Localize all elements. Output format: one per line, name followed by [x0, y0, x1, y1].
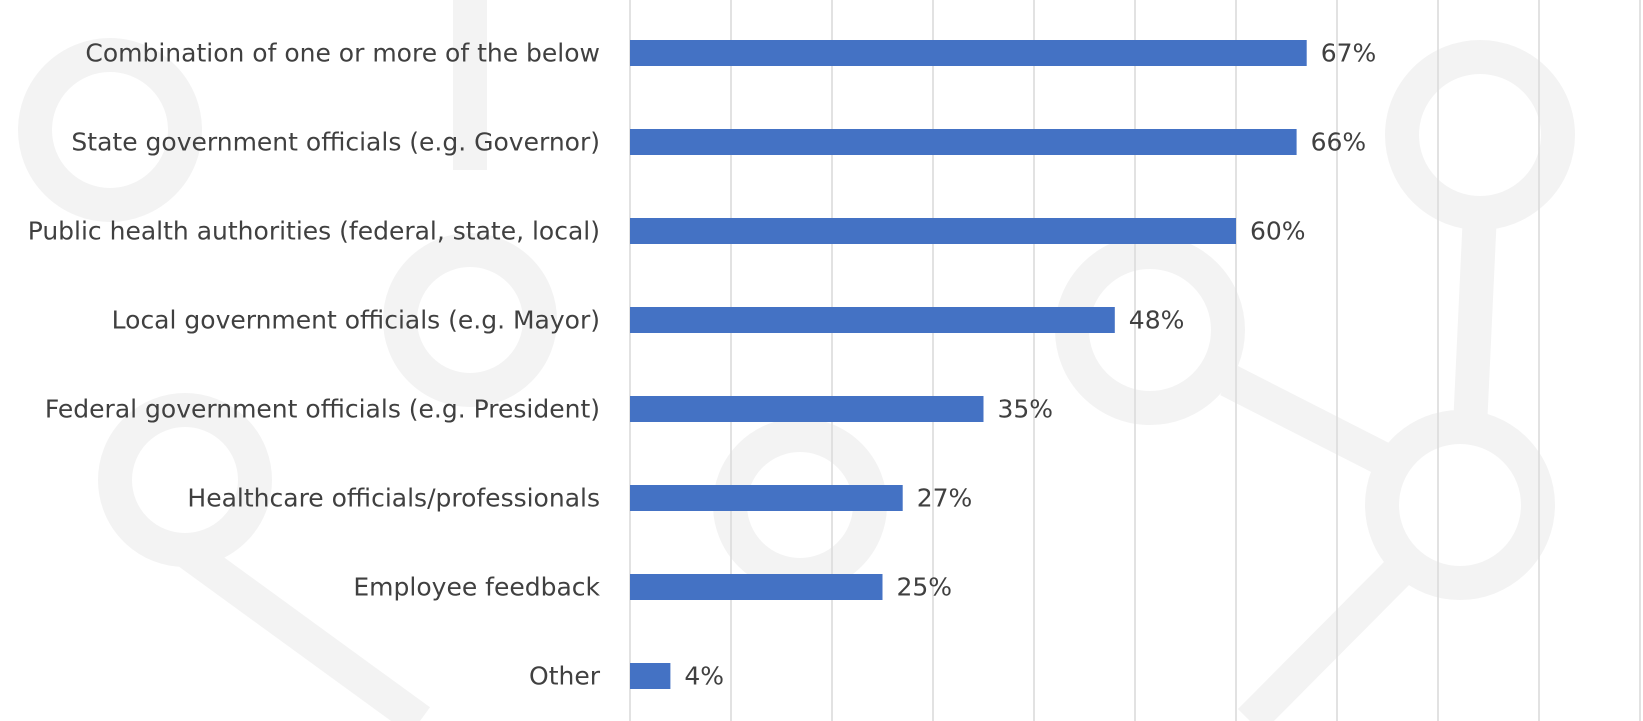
bar: [630, 574, 883, 600]
bar: [630, 218, 1236, 244]
category-label: Combination of one or more of the below: [85, 39, 600, 68]
bars-group: [630, 40, 1307, 689]
value-label: 4%: [684, 662, 724, 691]
background-network-decoration: [18, 0, 1575, 721]
bar: [630, 396, 984, 422]
gridlines: [629, 0, 1641, 721]
category-label: Federal government officials (e.g. Presi…: [45, 395, 600, 424]
value-label: 35%: [998, 395, 1054, 424]
value-label: 60%: [1250, 217, 1306, 246]
value-label: 66%: [1311, 128, 1367, 157]
value-label: 25%: [897, 573, 953, 602]
category-label: Local government officials (e.g. Mayor): [112, 306, 600, 335]
category-label: Healthcare officials/professionals: [187, 484, 600, 513]
bar: [630, 129, 1297, 155]
category-label: State government officials (e.g. Governo…: [71, 128, 600, 157]
bar: [630, 485, 903, 511]
value-label: 27%: [917, 484, 973, 513]
category-labels: Combination of one or more of the below S…: [28, 39, 601, 691]
bar: [630, 307, 1115, 333]
bar: [630, 663, 671, 689]
value-label: 48%: [1129, 306, 1185, 335]
value-label: 67%: [1321, 39, 1377, 68]
category-label: Public health authorities (federal, stat…: [28, 217, 600, 246]
bar: [630, 40, 1307, 66]
value-labels: 67% 66% 60% 48% 35% 27% 25% 4%: [684, 39, 1376, 691]
category-label: Other: [529, 662, 601, 691]
category-label: Employee feedback: [353, 573, 600, 602]
